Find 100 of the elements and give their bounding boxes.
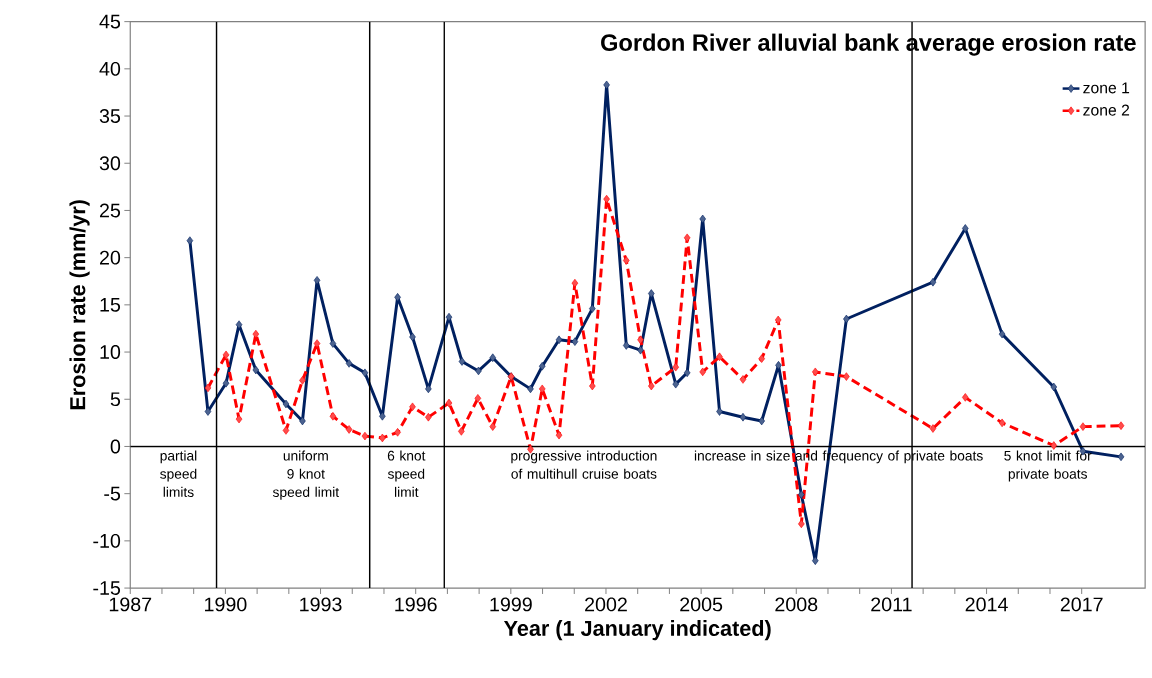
point	[798, 490, 805, 500]
point	[345, 359, 353, 368]
point	[637, 335, 644, 345]
point	[571, 337, 579, 347]
annotation: 6 knot speed limit	[387, 450, 426, 498]
y-tick-label: 5	[110, 392, 121, 407]
point	[603, 195, 610, 204]
point	[623, 341, 630, 350]
x-tick-label: 1999	[490, 597, 532, 612]
point	[299, 416, 306, 426]
x-tick-label: 1987	[109, 597, 152, 612]
point	[998, 418, 1006, 428]
point	[716, 352, 723, 362]
point	[774, 315, 782, 325]
point	[235, 415, 243, 424]
y-tick-label: -10	[93, 534, 121, 549]
point	[998, 330, 1006, 339]
point	[394, 293, 401, 302]
point	[555, 431, 563, 440]
point	[798, 519, 805, 529]
point	[1117, 421, 1125, 431]
annotation: progressive introduction of multihull cruise boats	[511, 450, 657, 480]
point	[812, 367, 819, 377]
point	[329, 412, 337, 421]
point	[252, 365, 260, 375]
x-tick-label: 2005	[680, 597, 723, 612]
y-tick-label: -5	[104, 487, 121, 501]
point	[313, 276, 321, 285]
point	[571, 279, 579, 288]
point	[637, 346, 644, 355]
point	[962, 393, 969, 402]
point	[538, 384, 546, 394]
point	[475, 366, 482, 376]
y-tick-label: 0	[110, 439, 121, 454]
x-tick-label: 1996	[395, 597, 437, 612]
point	[648, 289, 655, 298]
x-tick-label: 1990	[205, 597, 247, 612]
point	[1050, 382, 1058, 392]
point	[409, 332, 416, 342]
point	[361, 368, 369, 378]
x-axis-title: Year (1 January indicated)	[503, 620, 771, 641]
point	[282, 426, 290, 435]
y-axis-title: Erosion rate (mm/yr)	[69, 200, 90, 410]
y-tick-label: 25	[99, 203, 121, 218]
point	[345, 425, 353, 434]
point	[623, 256, 630, 265]
point	[589, 382, 596, 391]
point	[474, 394, 482, 403]
point	[1117, 452, 1125, 462]
point	[204, 383, 212, 393]
point	[716, 407, 723, 416]
x-tick-label: 2014	[965, 597, 1008, 612]
point	[843, 372, 850, 382]
point	[683, 368, 691, 378]
point	[329, 339, 337, 349]
point	[843, 315, 850, 324]
point	[222, 379, 230, 388]
annotation: 5 knot limit for private boats	[1004, 450, 1092, 482]
point	[458, 427, 465, 436]
y-tick-label: 15	[100, 298, 121, 312]
legend-label: zone 2	[1083, 104, 1130, 116]
y-tick-label: -15	[93, 581, 121, 596]
point	[409, 402, 416, 412]
point	[699, 367, 706, 377]
point	[425, 413, 432, 422]
x-tick-label: 2002	[585, 597, 627, 612]
point	[699, 214, 706, 224]
y-tick-label: 45	[99, 15, 121, 29]
point	[1079, 422, 1087, 432]
point	[758, 416, 765, 426]
point	[672, 363, 679, 372]
point	[394, 428, 401, 437]
point	[204, 407, 212, 416]
point	[186, 236, 194, 246]
point	[489, 422, 496, 432]
point	[282, 399, 290, 409]
y-tick-label: 20	[99, 250, 121, 265]
legend-label: zone 1	[1083, 82, 1130, 94]
point	[458, 357, 466, 366]
point	[252, 330, 260, 339]
point	[603, 80, 610, 90]
point	[758, 354, 765, 364]
point	[962, 224, 969, 233]
point	[445, 399, 453, 408]
point	[672, 380, 679, 389]
point	[445, 313, 453, 322]
point	[425, 384, 432, 394]
point	[379, 412, 386, 421]
point	[538, 362, 546, 371]
point	[739, 413, 747, 422]
point	[555, 335, 563, 345]
point	[489, 353, 496, 363]
point	[683, 233, 691, 243]
x-tick-label: 2017	[1060, 597, 1103, 612]
point	[775, 361, 782, 370]
point	[299, 376, 306, 385]
y-tick-label: 40	[99, 62, 121, 77]
y-tick-label: 35	[99, 109, 121, 124]
y-tick-label: 10	[100, 345, 121, 360]
point	[929, 278, 937, 287]
